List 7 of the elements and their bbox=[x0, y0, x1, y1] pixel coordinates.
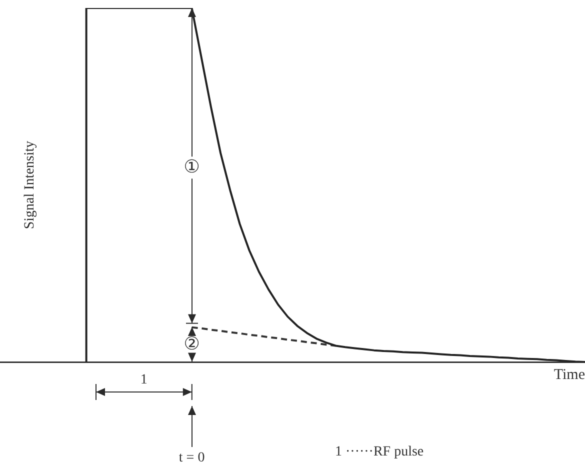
text: t = 0 bbox=[178, 450, 205, 464]
text: 1 ······RF pulse bbox=[335, 444, 424, 460]
x-axis-title: Time bbox=[554, 366, 585, 383]
annotation: ① bbox=[184, 156, 200, 178]
text: 1 bbox=[140, 372, 148, 388]
annotation: ② bbox=[184, 333, 200, 354]
y-axis-title: Signal Intensity bbox=[22, 140, 38, 230]
